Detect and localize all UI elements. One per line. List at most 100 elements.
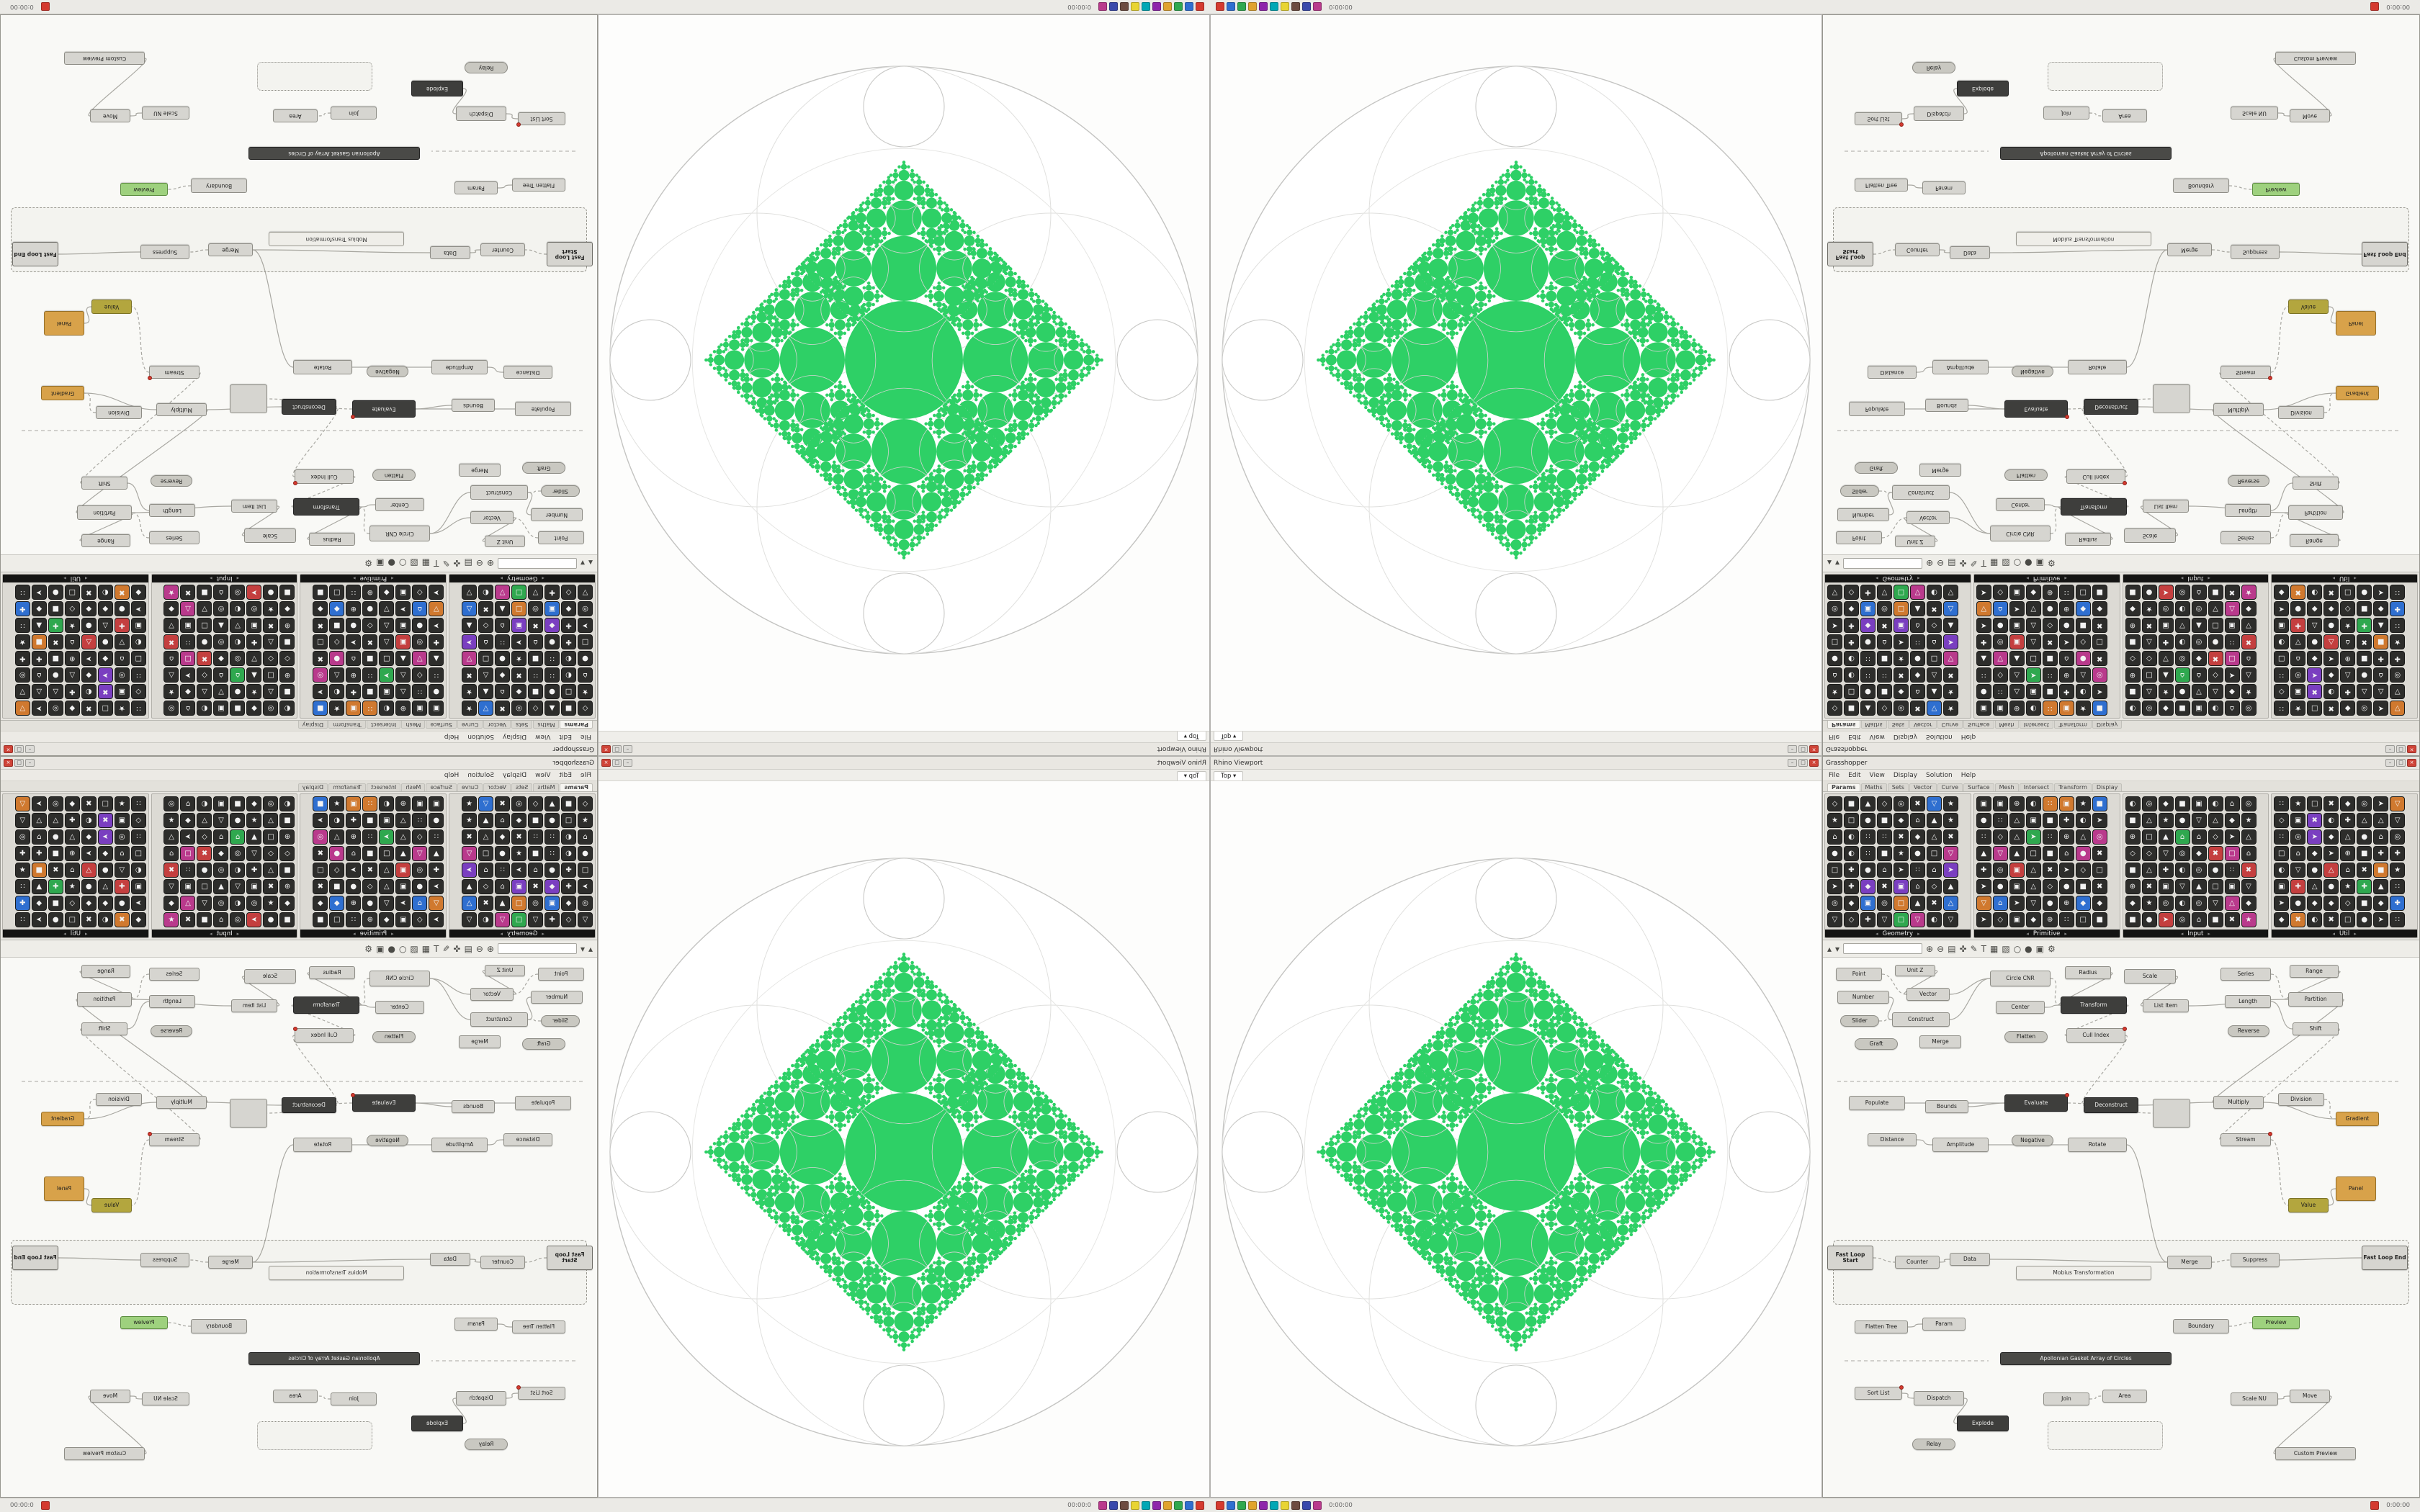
- component-icon[interactable]: ◇: [578, 796, 593, 811]
- component-icon[interactable]: ◆: [2340, 701, 2356, 716]
- component-icon[interactable]: □: [511, 601, 526, 616]
- minimize-button[interactable]: –: [623, 759, 632, 767]
- sketch-icon[interactable]: ✎: [442, 558, 450, 569]
- component-icon[interactable]: ■: [2125, 863, 2141, 878]
- component-icon[interactable]: □: [2092, 634, 2107, 649]
- component-icon[interactable]: ◆: [2092, 896, 2107, 911]
- gh-node[interactable]: Value: [91, 300, 132, 314]
- component-icon[interactable]: ⌂: [213, 829, 229, 845]
- component-icon[interactable]: □: [379, 651, 395, 666]
- component-icon[interactable]: ◎: [2092, 829, 2107, 845]
- status-shortcut-icon[interactable]: [1120, 1500, 1129, 1510]
- component-icon[interactable]: ▽: [495, 585, 510, 600]
- component-icon[interactable]: ➤: [511, 863, 526, 878]
- text-icon[interactable]: T: [1981, 558, 1986, 569]
- component-icon[interactable]: △: [31, 813, 47, 828]
- gh-node[interactable]: Relay: [1912, 62, 1955, 73]
- component-icon[interactable]: ●: [48, 912, 63, 927]
- component-icon[interactable]: ⊕: [362, 912, 378, 927]
- component-icon[interactable]: □: [2075, 912, 2091, 927]
- component-icon[interactable]: ◆: [213, 651, 229, 666]
- component-icon[interactable]: ◆: [81, 601, 97, 616]
- component-icon[interactable]: ◐: [197, 796, 212, 811]
- component-icon[interactable]: ⌂: [2058, 651, 2074, 666]
- component-icon[interactable]: ➤: [379, 667, 395, 683]
- gh-node[interactable]: Amplitude: [431, 360, 488, 374]
- component-icon[interactable]: ■: [2042, 651, 2058, 666]
- component-icon[interactable]: ◎: [213, 601, 229, 616]
- component-icon[interactable]: ●: [495, 846, 510, 861]
- component-icon[interactable]: □: [1894, 912, 1909, 927]
- component-icon[interactable]: ▣: [2290, 813, 2306, 828]
- component-icon[interactable]: ▲: [1927, 684, 1942, 699]
- component-icon[interactable]: ➤: [2009, 601, 2025, 616]
- component-icon[interactable]: ◎: [213, 863, 229, 878]
- gh-node[interactable]: Counter: [1895, 1256, 1940, 1269]
- component-icon[interactable]: ◆: [2191, 651, 2207, 666]
- component-icon[interactable]: △: [2357, 684, 2372, 699]
- search-input[interactable]: [1843, 558, 1923, 569]
- component-icon[interactable]: ⌂: [2290, 651, 2306, 666]
- component-icon[interactable]: ∷: [362, 667, 378, 683]
- component-icon[interactable]: ✚: [1976, 863, 1991, 878]
- component-icon[interactable]: ◐: [97, 912, 113, 927]
- gh-node[interactable]: Circle CNR: [1990, 971, 2051, 986]
- component-icon[interactable]: ▲: [1910, 601, 1925, 616]
- component-icon[interactable]: ◎: [511, 796, 526, 811]
- component-icon[interactable]: ★: [2290, 701, 2306, 716]
- component-icon[interactable]: ➤: [2373, 796, 2389, 811]
- component-icon[interactable]: ★: [2141, 896, 2157, 911]
- gh-node[interactable]: Length: [2225, 995, 2271, 1008]
- category-tab-intersect[interactable]: Intersect: [366, 783, 401, 791]
- component-icon[interactable]: ▽: [1910, 912, 1925, 927]
- component-icon[interactable]: ▲: [1976, 651, 1991, 666]
- component-icon[interactable]: ★: [2075, 796, 2091, 811]
- gh-node[interactable]: Merge: [1919, 464, 1961, 477]
- component-icon[interactable]: ✚: [2290, 879, 2306, 894]
- component-icon[interactable]: ▣: [2009, 879, 2025, 894]
- component-icon[interactable]: ◇: [2274, 684, 2290, 699]
- component-icon[interactable]: □: [64, 912, 80, 927]
- component-icon[interactable]: ★: [2141, 601, 2157, 616]
- component-icon[interactable]: ●: [81, 879, 97, 894]
- component-icon[interactable]: ■: [279, 684, 295, 699]
- component-icon[interactable]: ★: [462, 684, 477, 699]
- gh-node[interactable]: Preview: [120, 1316, 168, 1329]
- component-icon[interactable]: ▲: [31, 879, 47, 894]
- status-shortcut-icon[interactable]: [1248, 1500, 1257, 1510]
- component-icon[interactable]: ●: [197, 634, 212, 649]
- search-input[interactable]: [497, 558, 577, 569]
- camera-icon[interactable]: ▣: [376, 943, 385, 954]
- component-icon[interactable]: ✖: [48, 863, 63, 878]
- component-icon[interactable]: ●: [2357, 667, 2372, 683]
- status-shortcut-icon[interactable]: [1270, 2, 1278, 12]
- component-icon[interactable]: ⌂: [114, 846, 130, 861]
- category-tab-sets[interactable]: Sets: [511, 783, 533, 791]
- component-icon[interactable]: ▲: [2191, 879, 2207, 894]
- preview-shaded-icon[interactable]: ●: [387, 558, 395, 569]
- component-icon[interactable]: ➤: [2373, 701, 2389, 716]
- component-icon[interactable]: ⌂: [528, 634, 543, 649]
- gh-node[interactable]: Merge: [2167, 1256, 2212, 1269]
- component-icon[interactable]: ▲: [1860, 796, 1876, 811]
- component-icon[interactable]: ✖: [180, 585, 196, 600]
- component-icon[interactable]: ◎: [2357, 796, 2372, 811]
- component-icon[interactable]: ✖: [478, 896, 493, 911]
- component-icon[interactable]: ⌂: [31, 667, 47, 683]
- component-icon[interactable]: ⊕: [2042, 912, 2058, 927]
- component-icon[interactable]: ◇: [1992, 829, 2008, 845]
- component-icon[interactable]: ■: [2373, 863, 2389, 878]
- component-icon[interactable]: ➤: [379, 829, 395, 845]
- gh-node[interactable]: Unit Z: [1895, 536, 1935, 547]
- component-icon[interactable]: ◎: [2191, 863, 2207, 878]
- gh-node[interactable]: Panel: [2336, 311, 2376, 336]
- component-icon[interactable]: ◆: [561, 601, 576, 616]
- component-icon[interactable]: ◇: [2125, 846, 2141, 861]
- component-icon[interactable]: □: [180, 846, 196, 861]
- gh-node[interactable]: Merge: [459, 464, 501, 477]
- gh-node[interactable]: Reverse: [151, 1025, 192, 1037]
- panel-label[interactable]: ◂ Primitive ▸: [300, 575, 447, 582]
- component-icon[interactable]: ■: [279, 863, 295, 878]
- component-icon[interactable]: ✖: [2323, 912, 2339, 927]
- gh-node[interactable]: Fast Loop Start: [1827, 1246, 1873, 1270]
